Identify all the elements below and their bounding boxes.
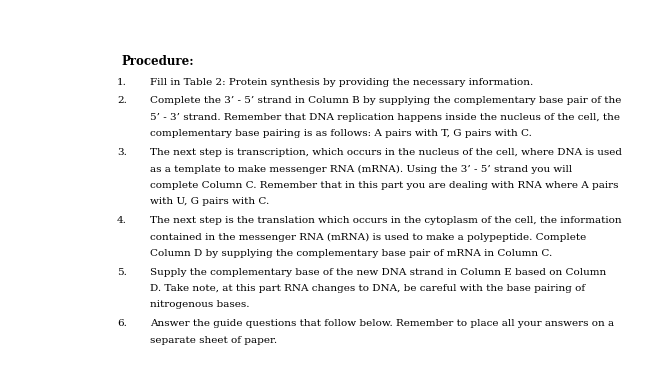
Text: contained in the messenger RNA (mRNA) is used to make a polypeptide. Complete: contained in the messenger RNA (mRNA) is… — [150, 233, 586, 241]
Text: complete Column C. Remember that in this part you are dealing with RNA where A p: complete Column C. Remember that in this… — [150, 181, 618, 190]
Text: Answer the guide questions that follow below. Remember to place all your answers: Answer the guide questions that follow b… — [150, 319, 614, 328]
Text: D. Take note, at this part RNA changes to DNA, be careful with the base pairing : D. Take note, at this part RNA changes t… — [150, 284, 585, 293]
Text: separate sheet of paper.: separate sheet of paper. — [150, 336, 277, 344]
Text: 3.: 3. — [117, 148, 127, 157]
Text: Supply the complementary base of the new DNA strand in Column E based on Column: Supply the complementary base of the new… — [150, 268, 606, 276]
Text: The next step is the translation which occurs in the cytoplasm of the cell, the : The next step is the translation which o… — [150, 216, 621, 225]
Text: 1.: 1. — [117, 78, 127, 87]
Text: 6.: 6. — [117, 319, 127, 328]
Text: 2.: 2. — [117, 96, 127, 105]
Text: nitrogenous bases.: nitrogenous bases. — [150, 300, 249, 309]
Text: complementary base pairing is as follows: A pairs with T, G pairs with C.: complementary base pairing is as follows… — [150, 129, 531, 138]
Text: with U, G pairs with C.: with U, G pairs with C. — [150, 197, 269, 206]
Text: 4.: 4. — [117, 216, 127, 225]
Text: 5.: 5. — [117, 268, 127, 276]
Text: The next step is transcription, which occurs in the nucleus of the cell, where D: The next step is transcription, which oc… — [150, 148, 622, 157]
Text: Procedure:: Procedure: — [122, 56, 194, 68]
Text: as a template to make messenger RNA (mRNA). Using the 3’ - 5’ strand you will: as a template to make messenger RNA (mRN… — [150, 164, 572, 174]
Text: Complete the 3’ - 5’ strand in Column B by supplying the complementary base pair: Complete the 3’ - 5’ strand in Column B … — [150, 96, 621, 105]
Text: Fill in Table 2: Protein synthesis by providing the necessary information.: Fill in Table 2: Protein synthesis by pr… — [150, 78, 533, 87]
Text: 5’ - 3’ strand. Remember that DNA replication happens inside the nucleus of the : 5’ - 3’ strand. Remember that DNA replic… — [150, 113, 619, 122]
Text: Column D by supplying the complementary base pair of mRNA in Column C.: Column D by supplying the complementary … — [150, 249, 552, 258]
